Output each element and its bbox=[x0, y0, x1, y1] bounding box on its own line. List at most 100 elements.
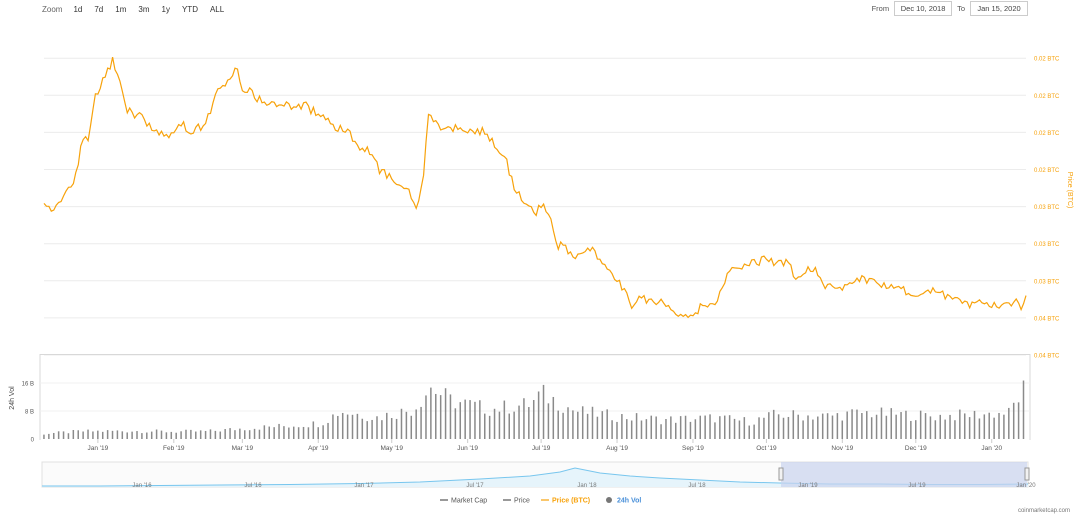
volume-bar bbox=[248, 430, 251, 439]
price-y-tick-label: 0.04 BTC bbox=[1034, 354, 1060, 360]
volume-y-tick-label: 0 bbox=[31, 438, 35, 444]
volume-bar bbox=[743, 417, 746, 439]
volume-bar bbox=[870, 417, 873, 439]
volume-bar bbox=[121, 431, 124, 439]
volume-bar bbox=[263, 425, 266, 439]
volume-bar bbox=[77, 430, 79, 439]
volume-bar bbox=[606, 409, 608, 439]
volume-bar bbox=[831, 415, 834, 439]
volume-bar bbox=[1012, 402, 1015, 439]
volume-bar bbox=[929, 416, 932, 439]
volume-bar bbox=[307, 427, 310, 439]
volume-bar bbox=[821, 413, 824, 439]
from-label: From bbox=[871, 4, 890, 13]
volume-bar bbox=[498, 411, 501, 439]
to-label: To bbox=[957, 4, 965, 13]
volume-bar bbox=[792, 410, 795, 439]
from-date-input[interactable]: Dec 10, 2018 bbox=[894, 1, 953, 16]
volume-bar bbox=[97, 430, 99, 439]
price-btc-line bbox=[43, 56, 1027, 319]
volume-bar bbox=[684, 415, 687, 439]
legend-24h-vol-marker bbox=[606, 497, 612, 503]
volume-bar bbox=[106, 430, 109, 439]
zoom-1m-button[interactable]: 1m bbox=[115, 4, 127, 14]
price-y-tick-label: 0.02 BTC bbox=[1034, 94, 1060, 100]
volume-bar bbox=[817, 416, 819, 439]
volume-bar bbox=[508, 413, 510, 439]
volume-y-tick-label: 16 B bbox=[22, 382, 34, 388]
volume-bar bbox=[577, 411, 579, 439]
volume-bar bbox=[763, 417, 765, 439]
volume-bar bbox=[905, 410, 907, 439]
zoom-1d-button[interactable]: 1d bbox=[73, 4, 83, 14]
x-tick-label: May '19 bbox=[380, 445, 403, 452]
price-y-axis-label: Price (BTC) bbox=[1066, 172, 1073, 209]
volume-bar bbox=[488, 415, 491, 439]
volume-bar bbox=[459, 402, 462, 439]
x-tick-label: Oct '19 bbox=[756, 445, 777, 452]
volume-bar bbox=[758, 417, 760, 439]
zoom-1y-button[interactable]: 1y bbox=[161, 4, 170, 14]
to-date-input[interactable]: Jan 15, 2020 bbox=[970, 1, 1028, 16]
volume-bar bbox=[493, 408, 496, 439]
zoom-all-button[interactable]: ALL bbox=[209, 4, 225, 14]
volume-bar bbox=[92, 431, 94, 439]
volume-bar bbox=[439, 395, 442, 439]
volume-bar bbox=[782, 417, 785, 439]
volume-bar bbox=[542, 384, 545, 439]
volume-bar bbox=[341, 412, 344, 439]
navigator-tick-label: Jul '16 bbox=[244, 483, 262, 489]
volume-bar bbox=[547, 403, 550, 439]
price-y-tick-label: 0.02 BTC bbox=[1034, 131, 1060, 137]
volume-bar bbox=[204, 430, 207, 439]
volume-bar bbox=[346, 414, 349, 439]
zoom-label: Zoom bbox=[42, 4, 63, 14]
volume-bar bbox=[772, 409, 775, 439]
legend-item: Price bbox=[514, 498, 530, 505]
volume-bar bbox=[934, 420, 937, 439]
volume-bar bbox=[699, 415, 701, 439]
volume-bar bbox=[464, 399, 466, 439]
volume-bar bbox=[170, 431, 173, 439]
volume-bar bbox=[185, 429, 187, 439]
volume-bar bbox=[910, 420, 912, 439]
volume-bar bbox=[973, 410, 976, 439]
volume-bar bbox=[72, 430, 75, 439]
zoom-7d-button[interactable]: 7d bbox=[94, 4, 104, 14]
volume-bar bbox=[954, 420, 956, 439]
volume-bar bbox=[479, 400, 481, 439]
volume-bar bbox=[694, 419, 697, 439]
volume-bar bbox=[116, 430, 119, 439]
zoom-ytd-button[interactable]: YTD bbox=[181, 4, 198, 14]
volume-bar bbox=[214, 430, 217, 439]
volume-bar bbox=[1003, 414, 1005, 439]
price-y-tick-label: 0.04 BTC bbox=[1034, 316, 1060, 322]
volume-bar bbox=[273, 427, 275, 439]
volume-bar bbox=[709, 414, 711, 439]
volume-bar bbox=[190, 429, 192, 439]
price-y-tick-label: 0.02 BTC bbox=[1034, 57, 1060, 63]
volume-bar bbox=[650, 415, 653, 439]
navigator-left-handle bbox=[778, 467, 784, 481]
navigator-tick-label: Jul '17 bbox=[466, 483, 484, 489]
volume-bar bbox=[733, 418, 736, 439]
navigator-tick-label: Jan '18 bbox=[577, 483, 597, 489]
volume-bar bbox=[165, 432, 168, 439]
x-tick-label: Feb '19 bbox=[163, 445, 185, 452]
volume-bar bbox=[503, 400, 506, 439]
volume-bar bbox=[557, 410, 559, 439]
volume-bar bbox=[861, 412, 863, 439]
volume-bar bbox=[449, 394, 452, 439]
volume-bar bbox=[787, 416, 790, 439]
volume-bar bbox=[802, 420, 804, 439]
zoom-3m-button[interactable]: 3m bbox=[138, 4, 150, 14]
volume-bar bbox=[567, 407, 569, 439]
volume-bar bbox=[532, 400, 535, 439]
volume-bar bbox=[753, 424, 755, 439]
volume-bar bbox=[768, 412, 770, 439]
x-tick-label: Apr '19 bbox=[308, 445, 329, 452]
volume-bar bbox=[895, 414, 897, 439]
volume-bar bbox=[900, 412, 902, 439]
volume-bar bbox=[195, 431, 197, 439]
volume-bar bbox=[67, 433, 70, 439]
